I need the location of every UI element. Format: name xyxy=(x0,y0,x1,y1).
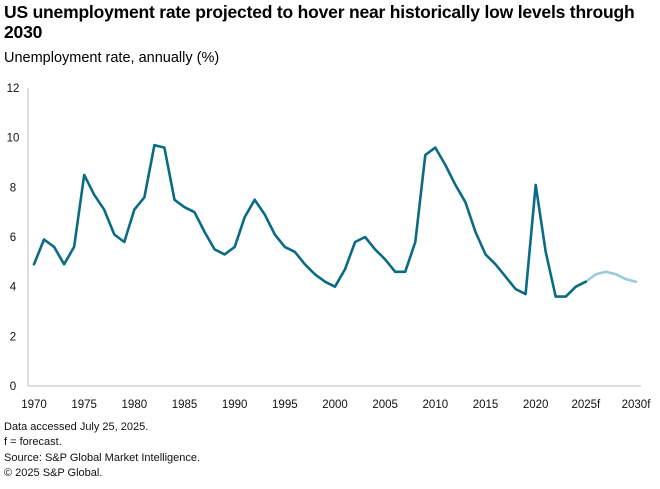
x-tick-label: 1975 xyxy=(71,399,97,411)
y-tick-label: 2 xyxy=(10,331,16,343)
chart-title: US unemployment rate projected to hover … xyxy=(4,2,635,42)
y-tick-label: 10 xyxy=(7,133,20,145)
x-tick-label: 2005 xyxy=(372,399,398,411)
footnote-forecast-legend: f = forecast. xyxy=(4,436,62,449)
x-tick-label: 2030f xyxy=(622,399,652,411)
footnote-data-accessed: Data accessed July 25, 2025. xyxy=(4,421,149,433)
y-tick-label: 0 xyxy=(10,381,16,393)
footnote-source: Source: S&P Global Market Intelligence. xyxy=(4,451,201,464)
series-line-forecast xyxy=(584,270,638,284)
y-tick-label: 4 xyxy=(10,282,17,294)
series-layer xyxy=(32,143,638,298)
x-tick-label: 1995 xyxy=(272,399,298,411)
chart-subtitle: Unemployment rate, annually (%) xyxy=(4,50,220,66)
x-tick-label: 2015 xyxy=(473,399,499,411)
y-tick-label: 12 xyxy=(7,83,20,95)
series-line-actual xyxy=(32,143,588,298)
footnotes: Data accessed July 25, 2025. f = forecas… xyxy=(4,420,200,481)
y-tick-label: 8 xyxy=(10,182,16,194)
x-tick-label: 2025f xyxy=(571,399,601,411)
x-tick-label: 1980 xyxy=(122,399,148,411)
y-axis: 0 2 4 6 8 10 12 xyxy=(7,83,29,393)
footnote-copyright: © 2025 S&P Global. xyxy=(4,466,103,479)
x-tick-label: 1970 xyxy=(21,399,47,411)
x-tick-label: 2020 xyxy=(523,399,549,411)
x-tick-label: 2010 xyxy=(423,399,449,411)
x-tick-label: 1990 xyxy=(222,399,248,411)
x-axis: 1970 1975 1980 1985 1990 1995 2000 2005 2010 2015… xyxy=(21,385,652,411)
y-tick-label: 6 xyxy=(10,232,16,244)
x-tick-label: 2000 xyxy=(322,399,348,411)
x-tick-label: 1985 xyxy=(172,399,198,411)
